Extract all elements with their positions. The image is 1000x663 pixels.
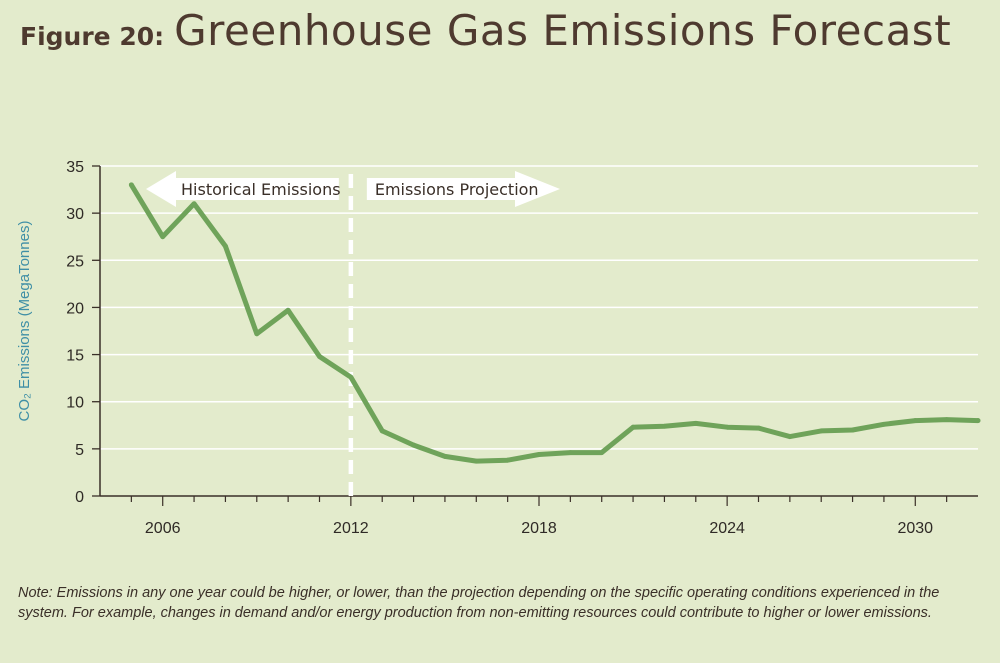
emissions-data-point (285, 307, 291, 313)
emissions-data-point (128, 182, 134, 188)
projection-label: Emissions Projection (375, 180, 539, 199)
emissions-chart: 0 5 10 15 20 25 30 35 2006 2012 2018 2024 2030 CO₂ Em… (16, 159, 981, 537)
y-tick-label: 30 (66, 206, 84, 223)
emissions-data-point (536, 452, 542, 457)
historical-arrow (146, 171, 339, 207)
emissions-data-point (944, 417, 950, 423)
y-tick-label: 20 (66, 300, 84, 317)
y-tick-label: 25 (66, 253, 84, 270)
emissions-data-point (693, 421, 699, 426)
emissions-series-line (128, 182, 981, 464)
x-tick-label: 2012 (333, 520, 369, 537)
emissions-data-point (348, 374, 354, 380)
historical-label: Historical Emissions (181, 180, 341, 199)
emissions-data-point (160, 234, 166, 240)
emissions-data-point (850, 427, 855, 433)
y-tick-label: 35 (66, 159, 84, 176)
y-tick-label: 5 (75, 442, 84, 459)
x-tick-label: 2024 (709, 520, 745, 537)
emissions-data-point (191, 201, 197, 207)
emissions-data-point (756, 425, 761, 431)
emissions-data-point (818, 428, 824, 434)
emissions-data-point (473, 458, 479, 464)
x-tick-label: 2030 (897, 520, 933, 537)
y-tick-label: 10 (66, 395, 84, 412)
figure-label: Figure 20: (20, 22, 165, 51)
emissions-data-point (223, 243, 228, 249)
emissions-data-point (662, 423, 667, 429)
emissions-data-point (630, 424, 636, 430)
y-axis-title: CO₂ Emissions (MegaTonnes) (16, 221, 33, 422)
emissions-data-point (442, 454, 448, 459)
x-tick-label: 2018 (521, 520, 557, 537)
emissions-data-point (724, 424, 730, 430)
x-tick-label: 2006 (145, 520, 181, 537)
y-tick-label: 15 (66, 348, 84, 365)
emissions-data-point (881, 421, 887, 427)
emissions-data-point (787, 434, 793, 439)
figure-header: Figure 20: Greenhouse Gas Emissions Fore… (20, 6, 951, 66)
emissions-data-point (599, 450, 605, 456)
emissions-data-point (379, 428, 385, 434)
emissions-data-point (254, 331, 260, 337)
chart-title: Greenhouse Gas Emissions Forecast (174, 6, 952, 55)
emissions-data-point (505, 457, 511, 463)
emissions-data-point (975, 418, 981, 423)
emissions-data-point (317, 354, 322, 359)
emissions-data-point (411, 442, 416, 448)
emissions-data-point (567, 450, 573, 456)
y-tick-label: 0 (75, 489, 84, 506)
projection-arrow (366, 171, 560, 207)
chart-note: Note: Emissions in any one year could be… (18, 585, 940, 621)
emissions-data-point (912, 418, 918, 423)
